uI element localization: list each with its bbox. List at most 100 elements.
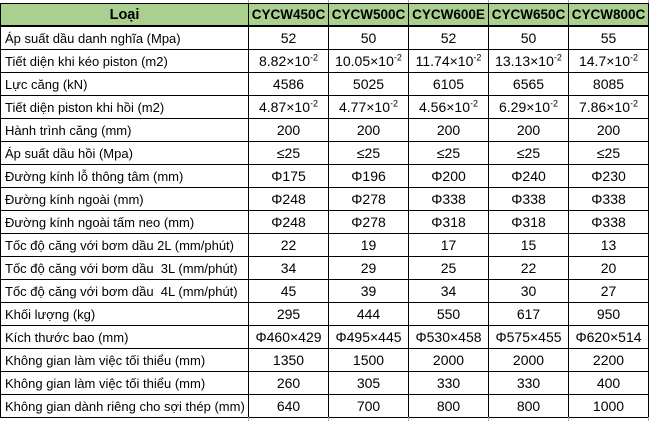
value-cell: 2000 bbox=[408, 348, 489, 372]
row-label: Đường kính ngoài tấm neo (mm) bbox=[0, 210, 249, 234]
value-cell: 52 bbox=[408, 25, 489, 50]
table-row: Tốc độ căng với bơm dầu 4L (mm/phút) 45 39… bbox=[0, 279, 649, 303]
table-row: Khối lượng (kg) 295 444 550 617 950 bbox=[0, 302, 649, 326]
value-cell: 50 bbox=[328, 25, 409, 50]
table-row: Không gian làm việc tối thiểu (mm) 1350 15… bbox=[0, 348, 649, 372]
value-cell: 4586 bbox=[248, 72, 329, 96]
row-label: Tốc độ căng với bơm dầu 2L (mm/phút) bbox=[0, 233, 249, 257]
gridline-stub bbox=[408, 417, 409, 421]
value-cell: Φ278 bbox=[328, 210, 409, 234]
row-label: Đường kính ngoài (mm) bbox=[0, 187, 249, 211]
gridline-stub bbox=[328, 417, 329, 421]
value-cell: 305 bbox=[328, 371, 409, 395]
value-cell: ≤25 bbox=[568, 141, 649, 165]
value-cell: 20 bbox=[568, 256, 649, 280]
table-row: Tốc độ căng với bơm dầu 3L (mm/phút) 34 29… bbox=[0, 256, 649, 280]
row-label: Không gian làm việc tối thiểu (mm) bbox=[0, 348, 249, 372]
gridline-stub bbox=[328, 0, 329, 3]
value-cell: Φ338 bbox=[568, 210, 649, 234]
value-cell: Φ248 bbox=[248, 187, 329, 211]
value-cell: 8.82×10-2 bbox=[248, 49, 329, 73]
value-cell: 52 bbox=[248, 25, 329, 50]
value-cell: 4.56×10-2 bbox=[408, 95, 489, 119]
value-cell: 34 bbox=[408, 279, 489, 303]
value-cell: 6.29×10-2 bbox=[488, 95, 569, 119]
header-cell-model: CYCW450C bbox=[248, 3, 329, 27]
row-label: Khối lượng (kg) bbox=[0, 302, 249, 326]
value-cell: Φ318 bbox=[408, 210, 489, 234]
value-cell: Φ495×445 bbox=[328, 325, 409, 349]
gridline-stub bbox=[408, 0, 409, 3]
value-cell: 17 bbox=[408, 233, 489, 257]
header-cell-model: CYCW500C bbox=[328, 3, 409, 27]
value-cell: Φ530×458 bbox=[408, 325, 489, 349]
value-cell: 45 bbox=[248, 279, 329, 303]
row-label: Không gian dành riêng cho sợi thép (mm) bbox=[0, 394, 249, 418]
table-row: Tiết diện khi kéo piston (m2) 8.82×10-2 10… bbox=[0, 49, 649, 73]
value-cell: 400 bbox=[568, 371, 649, 395]
table-row: Hành trình căng (mm) 200 200 200 200 200 bbox=[0, 118, 649, 142]
value-cell: 30 bbox=[488, 279, 569, 303]
gridline-stub bbox=[488, 0, 489, 3]
value-cell: 27 bbox=[568, 279, 649, 303]
value-cell: 11.74×10-2 bbox=[408, 49, 489, 73]
table-row: Áp suất dầu danh nghĩa (Mpa) 52 50 52 50 55 bbox=[0, 25, 649, 50]
value-cell: 800 bbox=[408, 394, 489, 418]
value-cell: 640 bbox=[248, 394, 329, 418]
value-cell: 950 bbox=[568, 302, 649, 326]
value-cell: Φ338 bbox=[488, 187, 569, 211]
value-cell: 34 bbox=[248, 256, 329, 280]
row-label: Áp suất dầu hồi (Mpa) bbox=[0, 141, 249, 165]
row-label: Không gian làm việc tối thiểu (mm) bbox=[0, 371, 249, 395]
value-cell: 2000 bbox=[488, 348, 569, 372]
value-cell: 7.86×10-2 bbox=[568, 95, 649, 119]
value-cell: 2200 bbox=[568, 348, 649, 372]
gridline-stub bbox=[248, 0, 249, 3]
value-cell: 4.87×10-2 bbox=[248, 95, 329, 119]
gridline-stub bbox=[248, 417, 249, 421]
row-label: Đường kính lỗ thông tâm (mm) bbox=[0, 164, 249, 188]
value-cell: 444 bbox=[328, 302, 409, 326]
value-cell: Φ175 bbox=[248, 164, 329, 188]
value-cell: 200 bbox=[488, 118, 569, 142]
value-cell: 8085 bbox=[568, 72, 649, 96]
value-cell: Φ575×455 bbox=[488, 325, 569, 349]
value-cell: Φ230 bbox=[568, 164, 649, 188]
table-row: Không gian dành riêng cho sợi thép (mm) 6… bbox=[0, 394, 649, 418]
table-row: Tiết diện piston khi hồi (m2) 4.87×10-2 4.… bbox=[0, 95, 649, 119]
value-cell: 200 bbox=[248, 118, 329, 142]
value-cell: 22 bbox=[248, 233, 329, 257]
value-cell: 4.77×10-2 bbox=[328, 95, 409, 119]
table-row: Áp suất dầu hồi (Mpa) ≤25 ≤25 ≤25 ≤25 ≤25 bbox=[0, 141, 649, 165]
value-cell: 200 bbox=[328, 118, 409, 142]
gridline-stub bbox=[568, 417, 569, 421]
value-cell: ≤25 bbox=[408, 141, 489, 165]
value-cell: ≤25 bbox=[248, 141, 329, 165]
value-cell: Φ620×514 bbox=[568, 325, 649, 349]
header-cell-model: CYCW600E bbox=[408, 3, 489, 27]
value-cell: ≤25 bbox=[488, 141, 569, 165]
value-cell: 200 bbox=[568, 118, 649, 142]
value-cell: Φ278 bbox=[328, 187, 409, 211]
value-cell: ≤25 bbox=[328, 141, 409, 165]
value-cell: 13.13×10-2 bbox=[488, 49, 569, 73]
table-row: Lực căng (kN) 4586 5025 6105 6565 8085 bbox=[0, 72, 649, 96]
row-label: Tốc độ căng với bơm dầu 4L (mm/phút) bbox=[0, 279, 249, 303]
value-cell: Φ196 bbox=[328, 164, 409, 188]
value-cell: 330 bbox=[408, 371, 489, 395]
row-label: Tiết diện khi kéo piston (m2) bbox=[0, 49, 249, 73]
table-row: Kích thước bao (mm) Φ460×429 Φ495×445 Φ530×… bbox=[0, 325, 649, 349]
table-row: Đường kính ngoài (mm) Φ248 Φ278 Φ338 Φ338 Φ33… bbox=[0, 187, 649, 211]
value-cell: 330 bbox=[488, 371, 569, 395]
value-cell: 550 bbox=[408, 302, 489, 326]
value-cell: 1350 bbox=[248, 348, 329, 372]
value-cell: 200 bbox=[408, 118, 489, 142]
value-cell: 14.7×10-2 bbox=[568, 49, 649, 73]
value-cell: 260 bbox=[248, 371, 329, 395]
gridline-stub bbox=[568, 0, 569, 3]
value-cell: 25 bbox=[408, 256, 489, 280]
header-cell-model: CYCW800C bbox=[568, 3, 649, 27]
value-cell: 1500 bbox=[328, 348, 409, 372]
header-row: Loại CYCW450C CYCW500C CYCW600E CYCW650C CYC… bbox=[0, 3, 649, 27]
